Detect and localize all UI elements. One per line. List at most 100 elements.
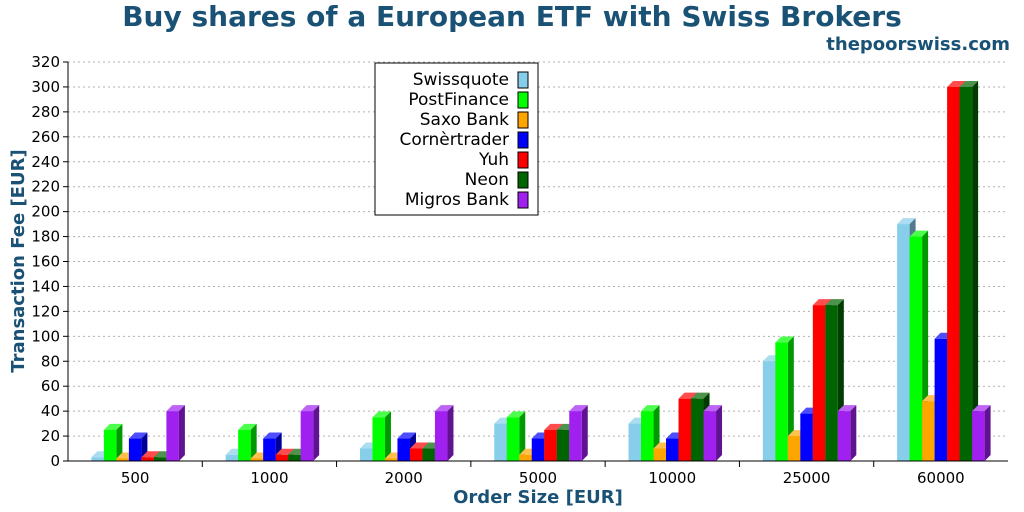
y-tick-label: 160 [31,253,60,271]
x-tick-label: 5000 [519,469,557,487]
y-tick-label: 40 [41,402,60,420]
bar-top [812,299,832,306]
legend-box [374,62,539,216]
bar-front [384,458,398,461]
bar-top [275,448,295,455]
bar-front [934,338,948,461]
y-tick-label: 240 [31,153,60,171]
legend-swatch [517,71,529,89]
bar-front [569,411,582,461]
legend-label: Saxo Bank [420,110,509,130]
bar-front [422,448,435,461]
bar-front [972,411,985,461]
bar-side [716,405,723,461]
bar-top [166,405,185,412]
y-tick-label: 260 [31,128,60,146]
y-tick-label: 120 [31,302,60,320]
bar-top [678,392,698,399]
bar-top [897,218,916,225]
legend-label: Migros Bank [405,190,509,210]
bar-front [103,429,117,461]
legend-label: Swissquote [413,70,509,90]
bar-front [691,398,704,461]
bar-front [128,438,142,461]
legend-item: Yuh [478,150,529,170]
bar-front [116,458,129,461]
bar-front [409,448,423,461]
legend-label: Yuh [478,150,509,170]
bar-front [250,458,264,461]
x-tick-label: 10000 [648,469,696,487]
bar-top [569,405,588,412]
y-tick-label: 180 [31,228,60,246]
bar-top [238,423,257,430]
bar-front [519,454,532,461]
bar-top [972,405,991,412]
bar-front [947,86,960,461]
x-tick-label: 60000 [917,469,965,487]
y-tick-label: 200 [31,203,60,221]
bar-side [850,405,857,461]
bars [91,80,991,461]
bar [300,405,320,461]
bar-top [825,299,844,306]
bar-front [556,429,570,461]
y-tick-label: 80 [41,352,60,370]
legend-item: Swissquote [413,70,529,90]
bar-side [313,405,320,461]
bar [837,405,857,461]
bar-side [984,405,991,461]
bar [238,423,257,461]
chart-subtitle: thepoorswiss.com [826,34,1010,55]
bar-side [519,411,526,461]
legend-swatch [517,151,529,169]
y-tick-label: 280 [31,103,60,121]
bar-front [494,423,507,461]
bar-top [300,405,320,412]
bar-top [397,432,416,439]
bar-front [800,413,813,461]
bar [775,336,794,461]
bar-front [959,86,973,461]
bar-front [787,436,801,461]
legend-item: Cornèrtrader [400,130,529,150]
bar [166,405,185,461]
bar-side [178,405,185,461]
bar-front [641,411,654,461]
legend-swatch [517,111,529,129]
bar-top [947,80,966,87]
legend-swatch [517,171,529,189]
bar-front [922,401,935,461]
bar-front [909,236,923,461]
bar-top [263,432,282,439]
x-tick-label: 2000 [385,469,423,487]
bar-front [434,411,448,461]
bar-front [628,423,642,461]
bar [959,80,979,461]
legend-item: Migros Bank [405,190,529,210]
x-tick-label: 500 [121,469,150,487]
bar [263,432,282,461]
legend-label: Cornèrtrader [400,130,510,150]
bar-front [812,305,826,461]
y-tick-label: 320 [31,53,60,71]
bar [703,405,723,461]
legend-item: Neon [465,170,529,190]
x-tick-label: 25000 [783,469,831,487]
bar-front [153,457,167,461]
bar [434,405,454,461]
bar [506,411,526,461]
bar-front [238,429,251,461]
bar-side [972,80,979,461]
bar [372,411,391,461]
y-tick-label: 220 [31,178,60,196]
bar [569,405,588,461]
bar-front [544,429,557,461]
bar-front [775,342,788,461]
bar [972,405,991,461]
bar-side [384,411,391,461]
bar-top [959,80,979,87]
bar-front [263,438,276,461]
y-tick-label: 140 [31,277,60,295]
